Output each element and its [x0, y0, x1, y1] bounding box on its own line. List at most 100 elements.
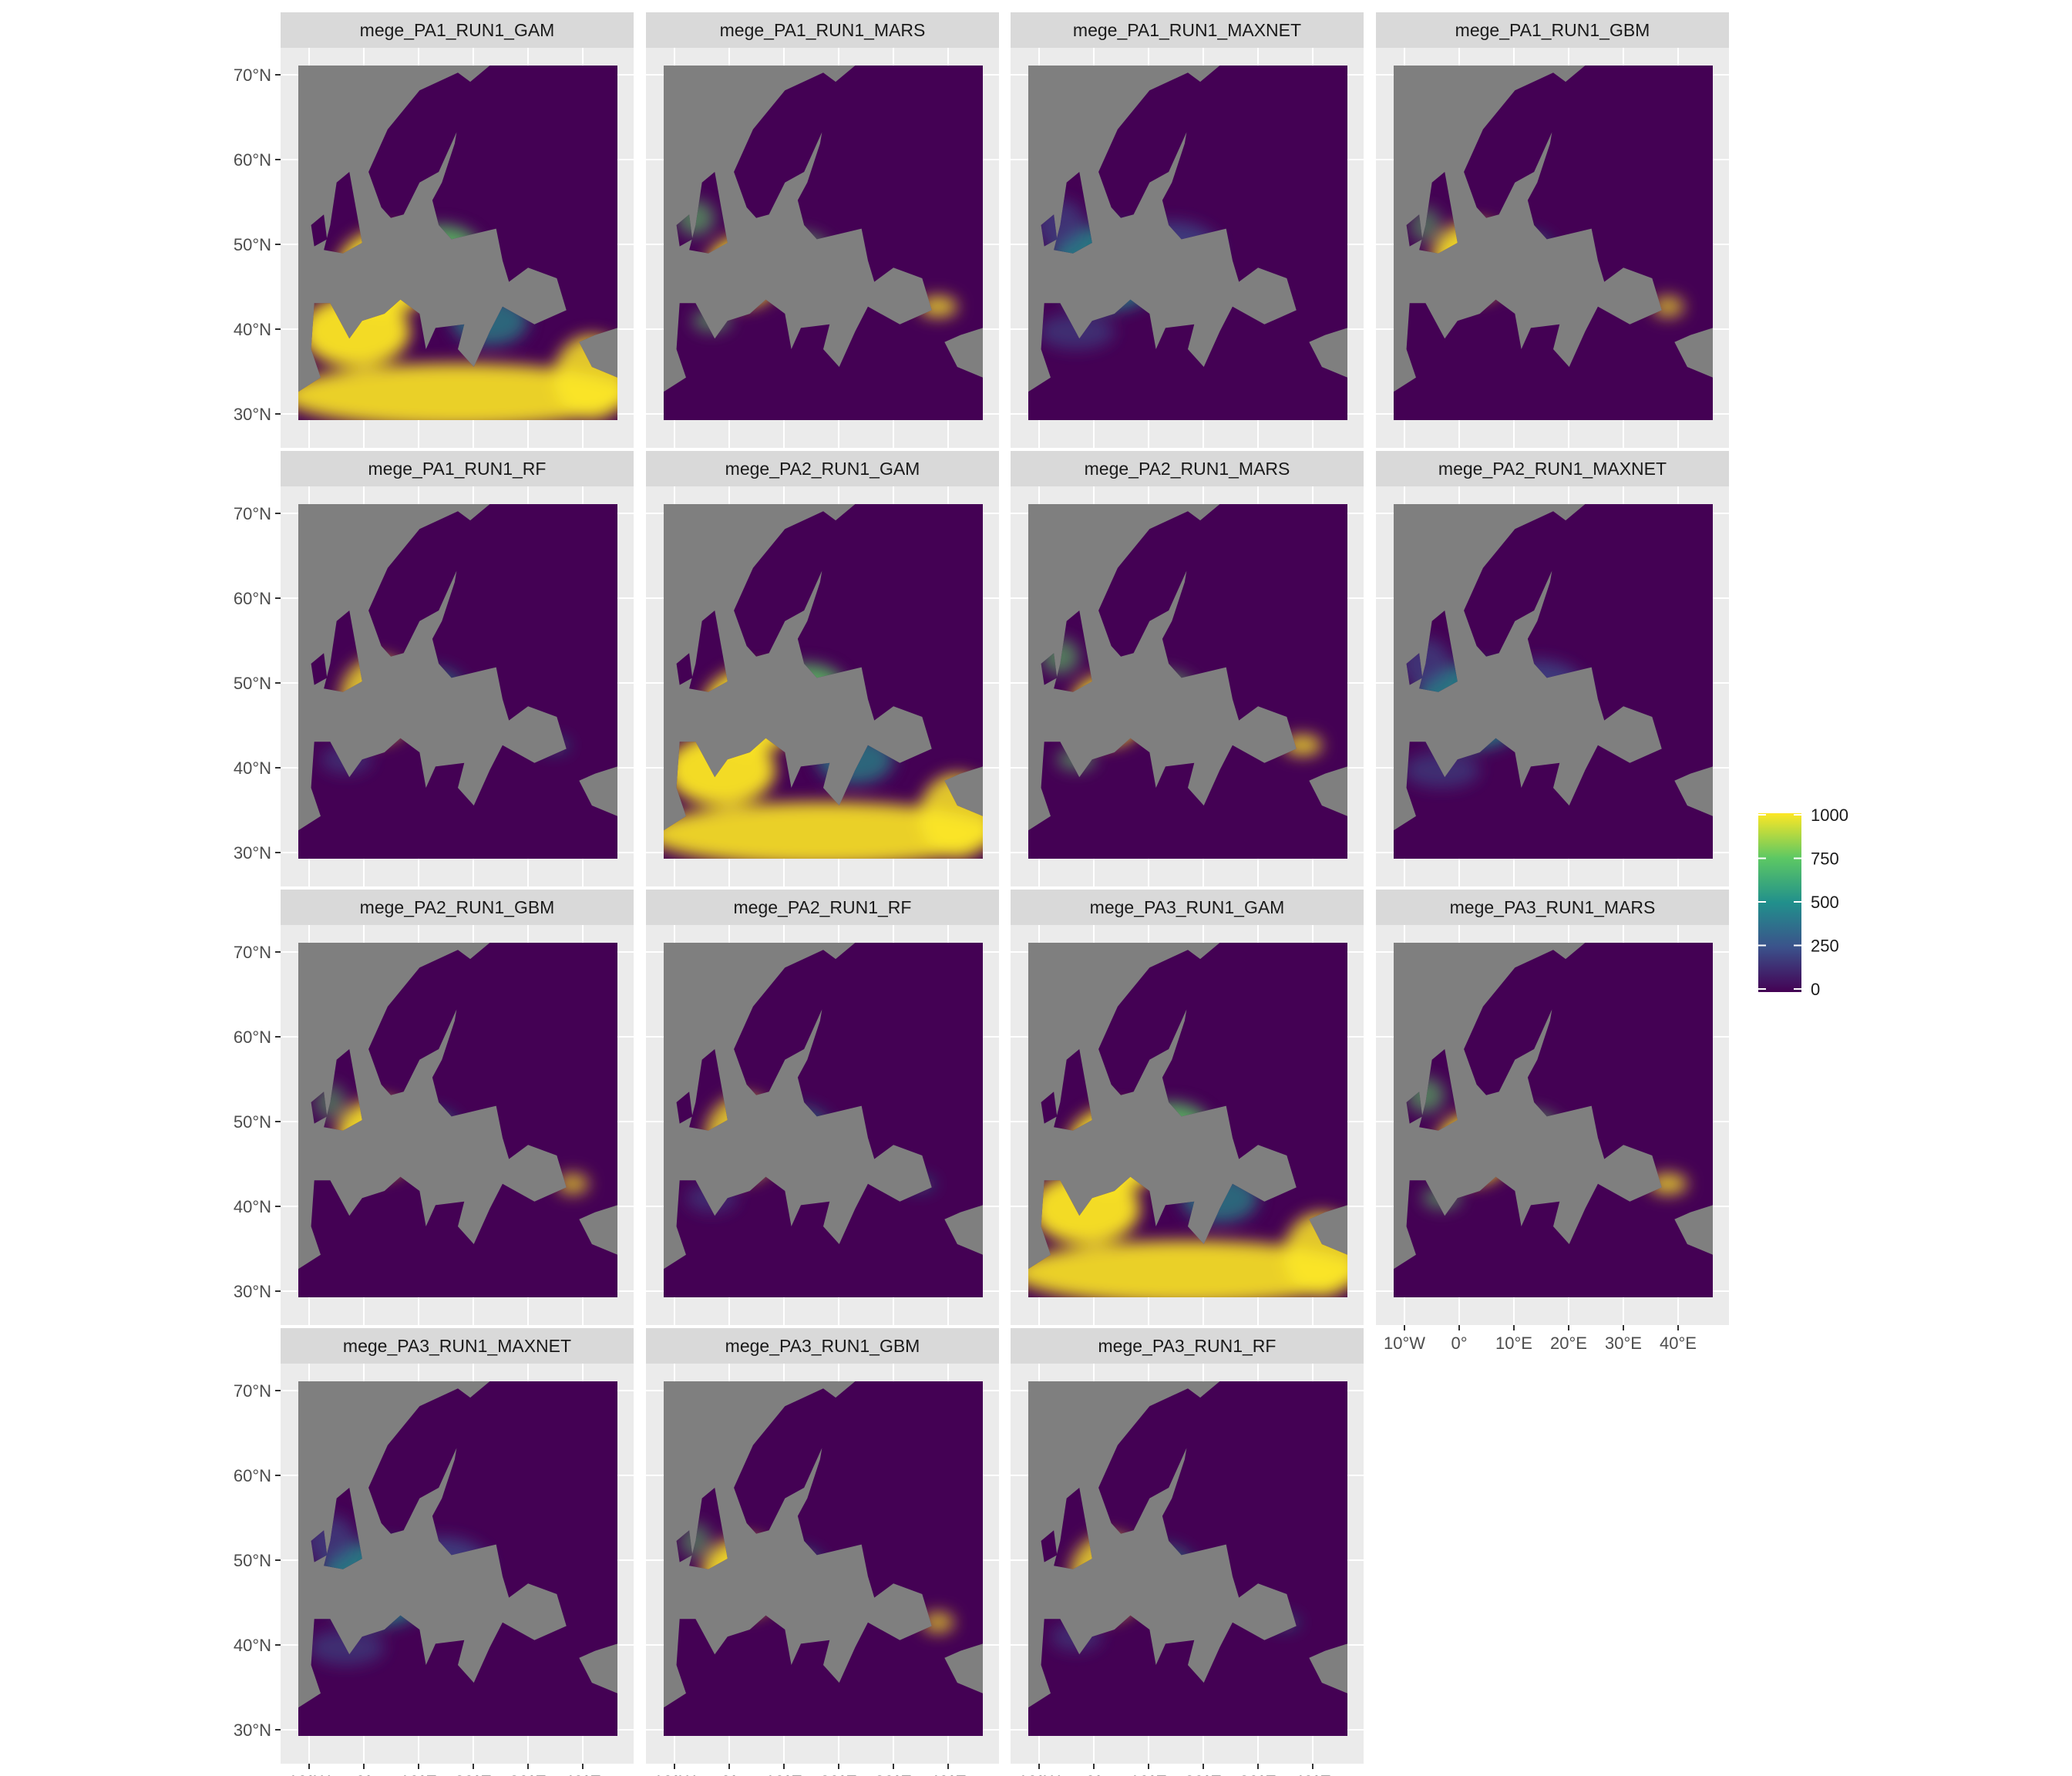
map-area: [281, 486, 634, 886]
x-tick-label: 10°E: [1495, 1334, 1532, 1353]
map-area: [281, 1364, 634, 1764]
colorbar-label: 250: [1811, 937, 1839, 956]
raster: [298, 943, 617, 1297]
facet-strip: [1011, 1328, 1364, 1364]
map-area: [1011, 1364, 1364, 1764]
raster: [1028, 943, 1347, 1297]
facet-title: mege_PA3_RUN1_MAXNET: [343, 1336, 571, 1356]
x-tick-label: 30°E: [875, 1772, 912, 1776]
y-tick-label: 40°N: [234, 1636, 271, 1655]
y-tick-label: 70°N: [234, 504, 271, 523]
facet-strip: [646, 12, 999, 48]
colorbar-label: 500: [1811, 893, 1839, 912]
facet-title: mege_PA1_RUN1_GBM: [1455, 20, 1650, 40]
raster: [1028, 504, 1347, 859]
map-area: [281, 925, 634, 1325]
facet-title: mege_PA1_RUN1_MAXNET: [1073, 20, 1301, 40]
facet-panel: mege_PA2_RUN1_RF: [646, 890, 999, 1325]
facet-strip: [1011, 451, 1364, 486]
facet-strip: [1011, 890, 1364, 925]
x-tick-label: 20°E: [1185, 1772, 1222, 1776]
facet-strip: [281, 451, 634, 486]
raster: [664, 943, 983, 1297]
facet-strip: [646, 1328, 999, 1364]
x-tick-label: 10°E: [400, 1772, 437, 1776]
colorbar-label: 1000: [1811, 806, 1848, 825]
raster: [298, 504, 617, 859]
facet-title: mege_PA3_RUN1_MARS: [1450, 897, 1656, 917]
map-area: [281, 48, 634, 448]
facet-title: mege_PA1_RUN1_GAM: [360, 20, 555, 40]
raster: [1394, 66, 1713, 420]
x-tick-label: 0°: [355, 1772, 372, 1776]
facet-strip: [646, 890, 999, 925]
map-area: [1011, 925, 1364, 1325]
facet-title: mege_PA2_RUN1_GBM: [360, 897, 555, 917]
facet-panel: mege_PA2_RUN1_GBM 70°N 60°N 50°N 40°N 30°N: [234, 890, 634, 1325]
raster: [664, 66, 983, 420]
x-tick-label: 40°E: [1294, 1772, 1331, 1776]
map-area: [1376, 925, 1729, 1325]
map-area: [1011, 48, 1364, 448]
x-tick-label: 0°: [1085, 1772, 1102, 1776]
x-tick-label: 40°E: [1660, 1334, 1697, 1353]
suitability-hotspot: [922, 1612, 954, 1633]
x-tick-label: 10°W: [654, 1772, 695, 1776]
y-tick-label: 50°N: [234, 674, 271, 693]
colorbar-legend: 1000 750 500 250 0: [1758, 806, 1848, 999]
facet-panel: mege_PA2_RUN1_MARS: [1011, 451, 1364, 886]
y-tick-label: 60°N: [234, 1466, 271, 1485]
facet-panel: mege_PA3_RUN1_MAXNET 70°N 60°N 50°N 40°N 30°N…: [234, 1328, 634, 1776]
suitability-hotspot: [314, 1085, 347, 1120]
y-tick-label: 60°N: [234, 589, 271, 608]
raster: [1028, 66, 1347, 420]
raster: [1394, 943, 1713, 1297]
facet-strip: [1376, 890, 1729, 925]
x-tick-label: 20°E: [1550, 1334, 1587, 1353]
raster: [1394, 504, 1713, 859]
suitability-hotspot: [1028, 1240, 1347, 1297]
x-tick-label: 10°E: [1130, 1772, 1167, 1776]
x-tick-label: 10°E: [765, 1772, 802, 1776]
facet-title: mege_PA1_RUN1_RF: [368, 459, 547, 479]
facet-panel: mege_PA3_RUN1_GBM 10°W 0° 10°E 20°E 30°E 40°E: [646, 1328, 999, 1776]
y-tick-label: 60°N: [234, 150, 271, 170]
facet-panel: mege_PA3_RUN1_GAM: [1011, 890, 1364, 1325]
suitability-hotspot: [679, 1523, 712, 1559]
facet-strip: [281, 12, 634, 48]
y-tick-label: 30°N: [234, 843, 271, 863]
map-area: [646, 48, 999, 448]
x-tick-label: 40°E: [930, 1772, 967, 1776]
facet-panel: mege_PA3_RUN1_MARS 10°W 0° 10°E 20°E 30°E 40°E: [1376, 890, 1729, 1353]
facet-strip: [281, 890, 634, 925]
x-tick-label: 30°E: [1605, 1334, 1642, 1353]
facet-title: mege_PA3_RUN1_GAM: [1090, 897, 1285, 917]
suitability-hotspot: [1652, 296, 1684, 318]
facet-strip: [1376, 12, 1729, 48]
facet-strip: [281, 1328, 634, 1364]
facet-panel: mege_PA1_RUN1_GAM 70°N 60°N 50°N 40°N 30°N: [234, 12, 634, 448]
facet-panel: mege_PA1_RUN1_GBM: [1376, 12, 1729, 448]
facet-title: mege_PA3_RUN1_RF: [1098, 1336, 1276, 1356]
facet-title: mege_PA2_RUN1_MARS: [1085, 459, 1290, 479]
map-area: [646, 925, 999, 1325]
map-area: [1376, 486, 1729, 886]
facet-panel: mege_PA3_RUN1_RF 10°W 0° 10°E 20°E 30°E 40°E: [1011, 1328, 1364, 1776]
raster: [1028, 1381, 1347, 1736]
facet-title: mege_PA3_RUN1_GBM: [725, 1336, 920, 1356]
y-tick-label: 30°N: [234, 1720, 271, 1740]
facet-panel: mege_PA2_RUN1_GAM: [646, 451, 999, 886]
facet-strip: [1376, 451, 1729, 486]
suitability-hotspot: [664, 802, 983, 859]
y-tick-label: 70°N: [234, 66, 271, 85]
facet-title: mege_PA2_RUN1_GAM: [725, 459, 920, 479]
raster: [664, 504, 983, 859]
facet-panel: mege_PA2_RUN1_MAXNET: [1376, 451, 1729, 886]
raster: [298, 66, 617, 420]
y-tick-label: 40°N: [234, 320, 271, 339]
y-tick-label: 50°N: [234, 1112, 271, 1132]
x-tick-label: 20°E: [820, 1772, 857, 1776]
suitability-hotspot: [557, 1173, 589, 1195]
raster: [298, 1381, 617, 1736]
